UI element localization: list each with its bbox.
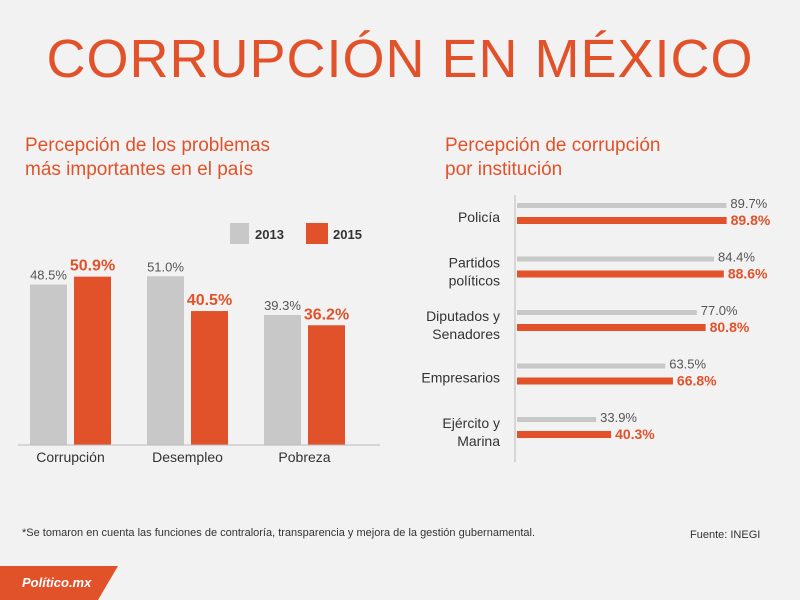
- bar-corrupción-2013: [30, 284, 67, 445]
- footer-notch: [98, 566, 118, 600]
- category-label-row4-line2: Marina: [457, 433, 500, 449]
- right-chart-title-line-2: por institución: [445, 159, 563, 180]
- x-tick-label-pobreza: Pobreza: [278, 449, 330, 465]
- legend-swatch-2013: [230, 223, 249, 244]
- left-chart-title: Percepción de los problemas más importan…: [25, 134, 345, 182]
- data-label-pobreza-2013: 39.3%: [264, 298, 301, 313]
- hbar-label-row1-2013: 84.4%: [718, 250, 755, 265]
- x-tick-label-corrupción: Corrupción: [36, 449, 104, 465]
- data-label-pobreza-2015: 36.2%: [304, 306, 349, 323]
- bar-pobreza-2013: [264, 315, 301, 445]
- footnote: *Se tomaron en cuenta las funciones de c…: [22, 527, 536, 539]
- category-label-row2-line1: Diputados y: [426, 308, 500, 324]
- left-chart-title-line-1: Percepción de los problemas: [25, 135, 271, 156]
- hbar-row0-2013: [517, 203, 727, 208]
- bar-desempleo-2015: [191, 311, 228, 445]
- category-label-row4-line1: Ejército y: [442, 415, 500, 431]
- data-label-corrupción-2013: 48.5%: [30, 268, 67, 283]
- right-chart-title: Percepción de corrupción por institución: [445, 134, 765, 182]
- hbar-label-row1-2015: 88.6%: [728, 266, 768, 282]
- hbar-label-row3-2015: 66.8%: [677, 373, 717, 389]
- category-label-row1-line1: Partidos: [449, 255, 500, 271]
- page-title: CORRUPCIÓN EN MÉXICO: [46, 29, 754, 89]
- hbar-label-row4-2013: 33.9%: [600, 410, 637, 425]
- category-label-row0: Policía: [458, 209, 500, 225]
- hbar-label-row4-2015: 40.3%: [615, 426, 655, 442]
- hbar-row2-2015: [517, 324, 706, 331]
- hbar-row0-2015: [517, 217, 727, 224]
- category-label-row1-line2: políticos: [449, 273, 500, 289]
- hbar-row4-2013: [517, 417, 597, 422]
- legend-label-2015: 2015: [333, 227, 362, 242]
- category-label-row3: Empresarios: [421, 370, 500, 386]
- hbar-row3-2015: [517, 377, 673, 385]
- hbar-label-row3-2013: 63.5%: [669, 357, 706, 372]
- hbar-row4-2015: [517, 431, 612, 438]
- right-chart-title-line-1: Percepción de corrupción: [445, 135, 661, 156]
- bar-pobreza-2015: [308, 325, 345, 445]
- bar-corrupción-2015: [74, 276, 111, 445]
- hbar-row1-2015: [517, 270, 724, 278]
- source-credit: Fuente: INEGI: [690, 529, 761, 541]
- footer-logo[interactable]: Político.mx: [22, 575, 92, 590]
- footer-page-area: [118, 566, 800, 600]
- left-chart-title-line-2: más importantes en el país: [25, 159, 254, 180]
- bar-desempleo-2013: [147, 276, 184, 445]
- data-label-corrupción-2015: 50.9%: [70, 258, 115, 275]
- data-label-desempleo-2013: 51.0%: [147, 259, 184, 274]
- x-tick-label-desempleo: Desempleo: [152, 449, 223, 465]
- hbar-label-row0-2015: 89.8%: [731, 212, 771, 228]
- hbar-row3-2013: [517, 363, 666, 369]
- hbar-label-row2-2015: 80.8%: [710, 319, 750, 335]
- hbar-row1-2013: [517, 256, 715, 262]
- category-label-row2-line2: Senadores: [432, 326, 500, 342]
- hbar-label-row2-2013: 77.0%: [701, 303, 738, 318]
- hbar-label-row0-2013: 89.7%: [730, 196, 767, 211]
- hbar-row2-2013: [517, 310, 697, 315]
- legend-label-2013: 2013: [255, 227, 284, 242]
- data-label-desempleo-2015: 40.5%: [187, 292, 232, 309]
- legend-swatch-2015: [306, 223, 328, 244]
